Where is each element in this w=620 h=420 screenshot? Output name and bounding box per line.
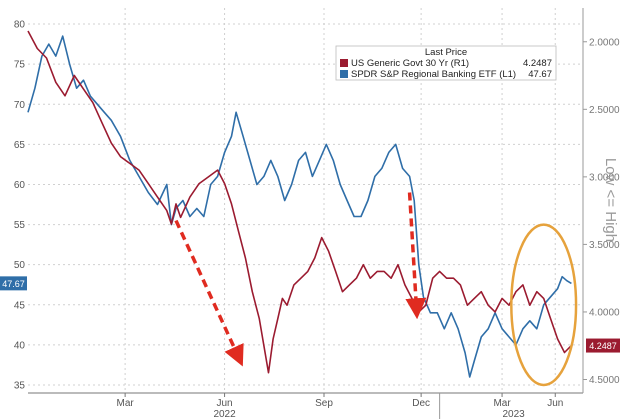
orange-circle [510, 223, 578, 387]
left-tick-label: 45 [14, 300, 26, 311]
side-label: Low <= High [602, 158, 619, 242]
x-tick-label: Dec [412, 398, 430, 409]
legend-swatch-yield [340, 59, 348, 67]
legend-label-yield: US Generic Govt 30 Yr (R1) [351, 58, 469, 69]
left-tick-label: 50 [14, 260, 26, 271]
x-tick-label: Mar [493, 398, 511, 409]
legend-label-etf: SPDR S&P Regional Banking ETF (L1) [351, 69, 516, 80]
x-tick-label: Mar [117, 398, 135, 409]
right-tick-label: 4.5000 [589, 375, 620, 386]
right-axis-ticks: 2.0000 2.5000 3.0000 3.5000 4.0000 4.5000 [583, 37, 620, 386]
legend-value-etf: 47.67 [528, 69, 552, 80]
etf-last-tag-text: 47.67 [2, 279, 25, 289]
x-year-label: 2023 [503, 409, 526, 420]
left-tick-label: 65 [14, 140, 26, 151]
red-arrow-1 [405, 192, 427, 320]
x-tick-label: Jun [217, 398, 233, 409]
legend-title: Last Price [425, 47, 467, 58]
right-tick-label: 2.0000 [589, 37, 620, 48]
right-tick-label: 3.0000 [589, 172, 620, 183]
left-tick-label: 75 [14, 60, 26, 71]
yield-series-line [27, 30, 572, 374]
right-tick-label: 3.5000 [589, 240, 620, 251]
last-value-tags: 47.67 4.2487 [0, 276, 620, 353]
axes [28, 8, 584, 394]
right-tick-label: 4.0000 [589, 307, 620, 318]
series-lines [27, 30, 572, 378]
left-tick-label: 70 [14, 100, 26, 111]
yield-last-tag-text: 4.2487 [589, 341, 617, 351]
right-tick-label: 2.5000 [589, 105, 620, 116]
etf-series-line [27, 35, 572, 378]
left-tick-label: 55 [14, 220, 26, 231]
annotations [174, 192, 578, 387]
yield-last-tag [586, 338, 620, 353]
etf-last-tag [0, 276, 27, 291]
left-tick-label: 80 [14, 20, 26, 31]
legend: Last Price US Generic Govt 30 Yr (R1) 4.… [335, 45, 557, 81]
x-tick-label: Jun [547, 398, 563, 409]
left-tick-label: 35 [14, 380, 26, 391]
x-year-label: 2022 [213, 409, 236, 420]
left-axis-ticks: 35 40 45 50 55 60 65 70 75 80 [14, 20, 26, 392]
legend-swatch-etf [340, 70, 348, 78]
left-tick-label: 40 [14, 340, 26, 351]
red-arrow-0 [174, 219, 244, 367]
legend-value-yield: 4.2487 [523, 58, 552, 69]
x-tick-label: Sep [315, 398, 333, 409]
left-tick-label: 60 [14, 180, 26, 191]
